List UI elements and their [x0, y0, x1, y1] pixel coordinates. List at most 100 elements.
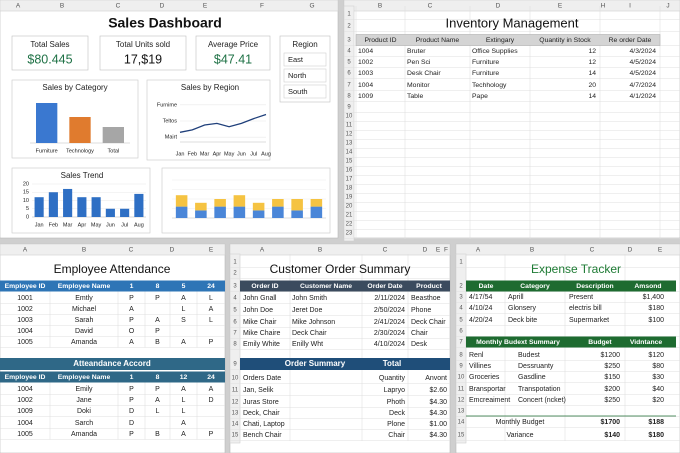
cell-text: Furniture [472, 59, 499, 66]
y-tick-label: Teltos [163, 118, 178, 124]
bar [69, 117, 91, 143]
section-header [240, 358, 450, 370]
cell-text: Bransportar [469, 386, 506, 393]
row-number: 13 [346, 141, 353, 147]
cell-text: 4/1/2024 [630, 93, 657, 100]
cell-text: Desk [411, 341, 427, 348]
row-number: 21 [346, 213, 353, 219]
panel-title: Customer Order Summary [270, 262, 411, 276]
cell-text: Deck, Chair [243, 410, 280, 417]
cell-text: Techhology [472, 82, 507, 89]
cell-text: L [182, 397, 186, 404]
bar-segment [195, 210, 207, 218]
row-number: 22 [346, 222, 353, 228]
column-header-strip [455, 243, 680, 256]
cell-text: Amanda [71, 339, 97, 346]
bar-segment [233, 195, 246, 207]
y-tick-label: Furnime [157, 102, 177, 108]
chart-title: Sales by Category [42, 83, 107, 92]
cell-text: 2/30/2024 [374, 330, 405, 337]
filter-item [283, 52, 327, 67]
row-number: 2 [347, 24, 351, 30]
cell-text: $188 [648, 419, 664, 426]
cell-text: Villines [469, 363, 492, 370]
column-letter: D [496, 3, 501, 10]
row-number: 10 [346, 114, 353, 120]
column-letter: C [116, 3, 121, 10]
header-cell: Date [479, 283, 494, 290]
x-tick-label: Furniture [36, 148, 58, 154]
row-number: 14 [232, 422, 239, 428]
cell-text: Deck Chair [292, 330, 327, 337]
cell-text: L [209, 317, 213, 324]
row-number: 15 [458, 433, 465, 439]
cell-text: Deck [389, 410, 405, 417]
cell-text: 1005 [17, 431, 33, 438]
cell-text: P [155, 295, 160, 302]
column-letter: E [658, 247, 663, 254]
x-tick-label: Jan [176, 151, 185, 157]
chart-title: Sales Trend [61, 171, 104, 180]
filter-item-text[interactable]: East [288, 55, 304, 64]
row-number: 14 [458, 420, 465, 426]
cell-text: B [155, 431, 160, 438]
cell-text: Present [569, 294, 593, 301]
filter-item [283, 84, 327, 99]
bar-segment [291, 210, 303, 218]
x-tick-label: Jun [106, 222, 115, 228]
cell-text: 1004 [17, 328, 33, 335]
cell-text: L [156, 408, 160, 415]
row-number: 6 [347, 71, 351, 77]
cell-text: Emily [75, 386, 93, 393]
cell-text: Deck bite [508, 317, 537, 324]
section-title: Order Summary [285, 359, 346, 368]
cell-text: 14 [588, 93, 596, 100]
row-number: 10 [232, 376, 239, 382]
filter-item-text[interactable]: South [288, 87, 308, 96]
row-number: 6 [233, 320, 237, 326]
panel-title: Expense Tracker [531, 262, 621, 276]
x-tick-label: Mar [200, 151, 210, 157]
kpi-value: $47.41 [214, 52, 252, 66]
x-tick-label: Jul [121, 222, 128, 228]
cell-text: $180 [648, 432, 664, 439]
cell-text: 1002 [17, 397, 33, 404]
header-cell: Employee Name [58, 283, 111, 290]
filter-item-text[interactable]: North [288, 71, 306, 80]
cell-text: $4.30 [429, 432, 447, 439]
cell-text: $30 [652, 374, 664, 381]
column-letter: A [23, 247, 28, 254]
cell-text: $250 [604, 363, 620, 370]
header-cell: Employee Name [58, 374, 111, 381]
cell-text: $200 [604, 386, 620, 393]
cell-text: Gasdline [518, 374, 546, 381]
header-cell: 1 [130, 374, 134, 381]
cell-text: S [181, 317, 186, 324]
column-header-strip [0, 243, 226, 256]
row-number: 9 [459, 364, 463, 370]
row-number: 8 [347, 94, 351, 100]
cell-text: Beasthoe [411, 295, 441, 302]
column-letter: B [82, 247, 86, 254]
bar [91, 197, 101, 217]
header-cell: 1 [130, 283, 134, 290]
cell-text: Budest [518, 352, 540, 359]
cell-text: 20 [588, 82, 596, 89]
cell-text: $120 [648, 352, 664, 359]
bar-segment [175, 206, 188, 218]
panel-title: Employee Attendance [54, 262, 171, 276]
column-letter: E [558, 3, 563, 10]
cell-text: $1200 [601, 352, 621, 359]
filter-item [283, 68, 327, 83]
cell-text: Emtly [75, 295, 93, 302]
y-tick-label: 10 [23, 198, 29, 204]
cell-text: $2.60 [429, 387, 447, 394]
row-number: 3 [233, 284, 237, 290]
row-number: 4 [459, 306, 463, 312]
row-number: 8 [233, 342, 237, 348]
row-number-strip [343, 5, 355, 242]
bar-segment [214, 199, 226, 207]
cell-text: $4.30 [429, 399, 447, 406]
